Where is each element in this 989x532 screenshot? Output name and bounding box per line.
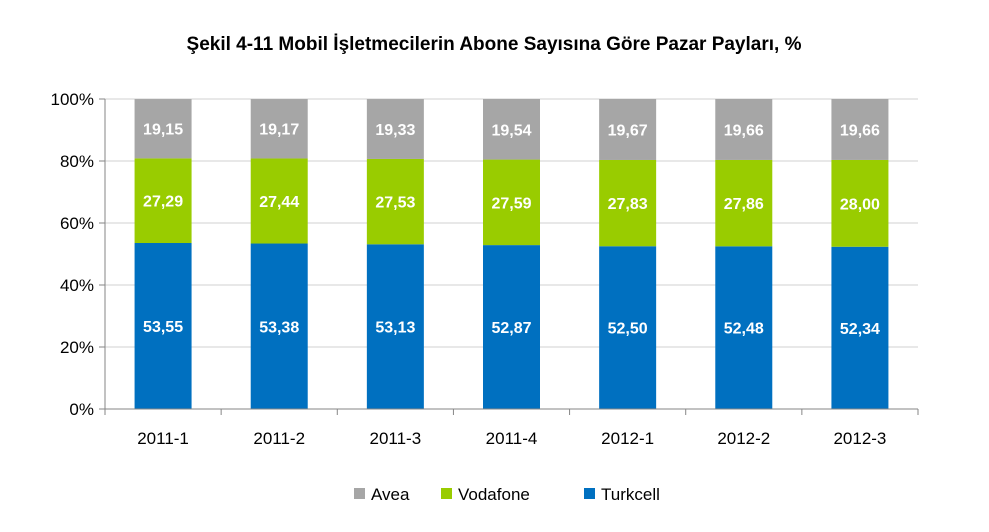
y-tick-label: 40% [60, 276, 94, 295]
legend: Avea Vodafone Turkcell [354, 485, 660, 504]
bar-segment-turkcell [134, 242, 192, 409]
data-label: 52,48 [724, 321, 764, 338]
data-label: 19,33 [375, 122, 415, 139]
x-tick-label: 2011-3 [370, 429, 422, 448]
bar-segment-vodafone [366, 158, 424, 245]
bar-segment-vodafone [715, 159, 773, 247]
bar-segment-avea [715, 99, 773, 160]
y-tick-label: 0% [69, 400, 94, 419]
data-label: 27,59 [491, 195, 531, 212]
data-label: 52,87 [491, 320, 531, 337]
bar-segment-avea [599, 99, 657, 160]
bars: 53,55 27,29 19,15 53,38 27,44 19,17 53,13 27,53… [134, 99, 889, 409]
bar-segment-turkcell [250, 243, 308, 409]
data-label: 27,83 [608, 196, 648, 213]
data-label: 52,50 [608, 321, 648, 338]
chart-title: Şekil 4-11 Mobil İşletmecilerin Abone Sa… [187, 34, 802, 55]
legend-label-avea: Avea [371, 485, 410, 504]
bar-segment-turkcell [599, 246, 657, 409]
data-label: 19,15 [143, 122, 183, 139]
data-label: 28,00 [840, 196, 880, 213]
data-label: 19,67 [608, 122, 648, 139]
data-label: 27,29 [143, 194, 183, 211]
data-label: 53,55 [143, 319, 183, 336]
y-tick-label: 80% [60, 152, 94, 171]
legend-label-turkcell: Turkcell [601, 485, 660, 504]
bar-segment-vodafone [831, 159, 889, 247]
bar-segment-turkcell [483, 245, 540, 409]
bar-segment-avea [831, 99, 889, 160]
x-tick-label: 2012-2 [717, 429, 770, 448]
data-label: 27,44 [259, 194, 299, 211]
legend-label-vodafone: Vodafone [458, 485, 530, 504]
legend-swatch-vodafone [441, 488, 452, 499]
bar-segment-vodafone [134, 158, 192, 243]
data-label: 52,34 [840, 321, 880, 338]
bar-segment-avea [483, 99, 540, 160]
x-tick-label: 2011-1 [137, 429, 189, 448]
x-tick-label: 2011-2 [253, 429, 305, 448]
data-label: 27,86 [724, 196, 764, 213]
x-tick-label: 2012-3 [833, 429, 886, 448]
bar-segment-avea [366, 99, 424, 159]
bar-segment-turkcell [366, 244, 424, 409]
data-label: 19,17 [259, 122, 299, 139]
bar-segment-vodafone [250, 158, 308, 244]
bar-segment-vodafone [599, 159, 657, 247]
x-tick-label: 2011-4 [486, 429, 538, 448]
data-label: 19,66 [724, 122, 764, 139]
y-tick-label: 20% [60, 338, 94, 357]
y-axis: 0% 20% 40% 60% 80% 100% [51, 90, 106, 419]
y-tick-label: 60% [60, 214, 94, 233]
data-label: 19,54 [491, 122, 531, 139]
data-label: 27,53 [375, 195, 415, 212]
x-axis: 2011-1 2011-2 2011-3 2011-4 2012-1 2012-2 2012… [104, 408, 919, 448]
y-tick-label: 100% [51, 90, 94, 109]
bar-segment-avea [134, 99, 192, 159]
data-label: 53,13 [375, 320, 415, 337]
legend-swatch-turkcell [584, 488, 595, 499]
bar-segment-avea [250, 99, 308, 159]
data-label: 53,38 [259, 319, 299, 336]
data-label: 19,66 [840, 122, 880, 139]
bar-segment-vodafone [483, 159, 540, 246]
bar-segment-turkcell [715, 246, 773, 409]
x-tick-label: 2012-1 [601, 429, 654, 448]
legend-swatch-avea [354, 488, 365, 499]
bar-segment-turkcell [831, 246, 889, 409]
